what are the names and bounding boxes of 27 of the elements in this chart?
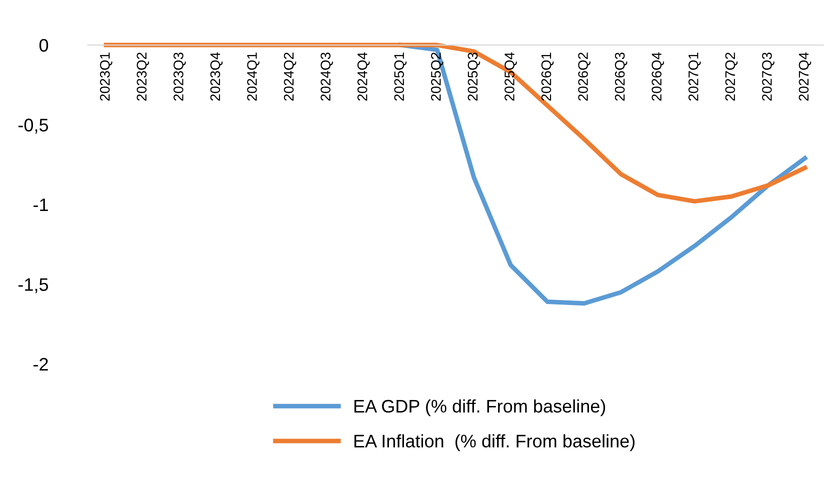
x-tick-label: 2025Q3 bbox=[468, 52, 480, 101]
x-tick-label: 2024Q4 bbox=[357, 52, 370, 101]
x-tick-label: 2026Q3 bbox=[614, 52, 628, 101]
x-tick-label: 2023Q1 bbox=[100, 52, 112, 101]
x-tick-label: 2025Q1 bbox=[394, 52, 407, 101]
x-tick-label: 2027Q2 bbox=[725, 52, 738, 101]
x-tick-label: 2024Q1 bbox=[247, 52, 260, 101]
y-tick-label: -1 bbox=[34, 198, 48, 212]
x-tick-label: 2023Q3 bbox=[174, 52, 186, 101]
x-tick-label: 2023Q4 bbox=[210, 52, 223, 101]
x-tick-label: 2027Q3 bbox=[762, 52, 774, 101]
x-tick-label: 2023Q2 bbox=[136, 52, 150, 101]
x-tick-label: 2024Q3 bbox=[320, 52, 333, 101]
legend-label: EA GDP (% diff. From baseline) bbox=[354, 399, 606, 416]
legend-label: EA Inflation (% diff. From baseline) bbox=[354, 434, 635, 452]
x-tick-label: 2025Q4 bbox=[504, 52, 517, 101]
y-tick-label: -2 bbox=[34, 358, 48, 371]
x-tick-label: 2027Q4 bbox=[798, 52, 812, 101]
x-tick-label: 2026Q4 bbox=[652, 52, 664, 101]
x-tick-label: 2026Q1 bbox=[541, 52, 554, 101]
y-tick-label: -0,5 bbox=[18, 118, 48, 134]
x-tick-label: 2024Q2 bbox=[284, 52, 296, 101]
x-tick-label: 2025Q2 bbox=[430, 52, 444, 101]
x-tick-label: 2026Q2 bbox=[578, 52, 590, 101]
y-tick-label: 0 bbox=[39, 38, 48, 52]
x-tick-label: 2027Q1 bbox=[688, 52, 701, 101]
y-tick-label: -1,5 bbox=[18, 278, 48, 294]
